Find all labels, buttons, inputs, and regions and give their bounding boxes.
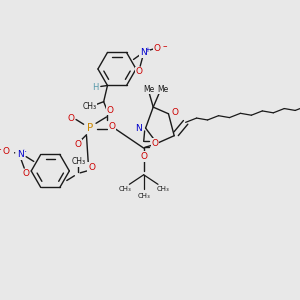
Text: Me: Me (157, 85, 168, 94)
Text: N: N (136, 124, 142, 133)
Text: O: O (152, 139, 159, 148)
Text: P: P (87, 123, 93, 133)
Text: N: N (17, 150, 24, 159)
Text: Me: Me (143, 85, 154, 94)
Text: O: O (23, 169, 30, 178)
Text: CH₃: CH₃ (137, 193, 150, 199)
Text: O: O (109, 122, 116, 131)
Text: O: O (172, 108, 178, 117)
Text: CH₃: CH₃ (82, 102, 96, 111)
Text: O: O (136, 67, 143, 76)
Text: –: – (0, 146, 1, 154)
Text: O: O (88, 163, 95, 172)
Text: O: O (140, 152, 147, 161)
Text: O: O (68, 114, 75, 123)
Text: +: + (144, 47, 150, 53)
Text: H: H (92, 83, 98, 92)
Text: O: O (107, 106, 114, 115)
Text: CH₃: CH₃ (156, 186, 169, 192)
Text: CH₃: CH₃ (71, 157, 85, 166)
Text: CH₃: CH₃ (118, 186, 131, 192)
Text: –: – (163, 43, 167, 52)
Text: O: O (3, 147, 10, 156)
Text: O: O (74, 140, 81, 149)
Text: +: + (20, 149, 26, 155)
Text: N: N (140, 48, 146, 57)
Text: O: O (154, 44, 161, 52)
